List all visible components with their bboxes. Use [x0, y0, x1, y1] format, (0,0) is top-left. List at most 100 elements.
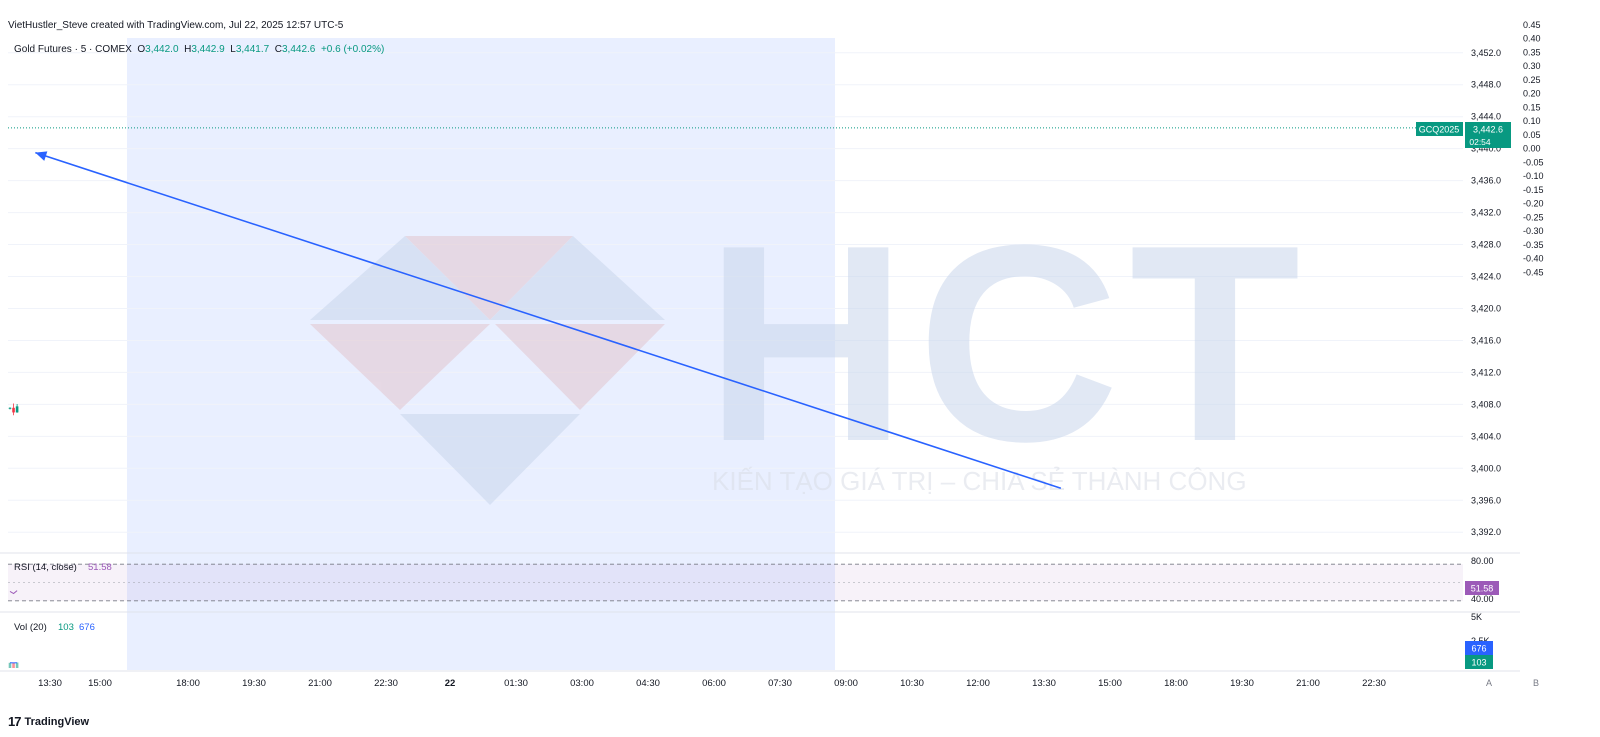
corner-button-b[interactable]: B [1533, 678, 1539, 688]
rsi-line [9, 590, 18, 595]
price-tick-label: 3,396.0 [1471, 495, 1501, 505]
candle-series [8, 403, 19, 416]
rsi-axis-lower: 40.00 [1471, 594, 1494, 604]
ticker-symbol: GCQ2025 [1419, 125, 1460, 135]
ticker-price-bg [1465, 122, 1511, 148]
time-tick-label: 18:00 [176, 678, 200, 689]
percent-tick-label: 0.25 [1523, 75, 1541, 85]
trendline[interactable] [35, 151, 1062, 490]
time-tick-label: 21:00 [1296, 678, 1320, 689]
rsi-value-badge [1465, 581, 1499, 595]
percent-tick-label: 0.10 [1523, 116, 1541, 126]
tradingview-footer[interactable]: 17 TradingView [8, 714, 89, 729]
percent-tick-label: 0.00 [1523, 144, 1541, 154]
percent-tick-label: 0.35 [1523, 47, 1541, 57]
watermark-logo: HCT [705, 188, 1310, 500]
ohlc-close-label: C [274, 44, 282, 55]
percent-tick-label: -0.25 [1523, 212, 1544, 222]
grid [8, 52, 1463, 533]
watermark-diamond-left [310, 236, 490, 320]
price-tick-label: 3,404.0 [1471, 431, 1501, 441]
candle-body [12, 407, 15, 413]
percent-tick-label: 0.40 [1523, 34, 1541, 44]
price-tick-label: 3,412.0 [1471, 367, 1501, 377]
ohlc-change: +0.6 (+0.02%) [320, 44, 385, 55]
price-tick-label: 3,444.0 [1471, 112, 1501, 122]
volume-label: Vol (20) [14, 622, 47, 633]
percent-tick-label: 0.45 [1523, 20, 1541, 30]
watermark-diamond-right [490, 236, 665, 320]
ticker-price: 3,442.6 [1473, 125, 1503, 135]
price-tick-label: 3,420.0 [1471, 303, 1501, 313]
price-tick-label: 3,408.0 [1471, 399, 1501, 409]
volume-ma-badge [1465, 641, 1493, 655]
volume-bars [8, 662, 19, 668]
price-tick-label: 3,428.0 [1471, 240, 1501, 250]
rsi-label: RSI (14, close) [14, 562, 77, 573]
trendline-arrowhead [35, 151, 48, 161]
rsi-axis-upper: 80.00 [1471, 556, 1494, 566]
percent-tick-label: -0.15 [1523, 185, 1544, 195]
time-tick-label: 19:30 [1230, 678, 1254, 689]
time-tick-label: 03:00 [570, 678, 594, 689]
time-tick-label: 04:30 [636, 678, 660, 689]
watermark-slogan: KIẾN TẠO GIÁ TRỊ – CHIA SẺ THÀNH CÔNG [712, 466, 1247, 496]
percent-tick-label: -0.30 [1523, 226, 1544, 236]
percent-axis[interactable]: 0.45 0.40 0.35 0.30 0.25 0.20 0.15 0.10 0.05 0.00… [1523, 20, 1544, 277]
candle-body [8, 407, 12, 409]
time-tick-label: 15:00 [1098, 678, 1122, 689]
volume-bar [15, 662, 19, 668]
ohlc-low: 3,441.7 [235, 44, 270, 55]
ohlc-high-label: H [184, 44, 192, 55]
price-tick-label: 3,448.0 [1471, 80, 1501, 90]
watermark-diamond-top [405, 236, 573, 320]
hct-watermark: HCT KIẾN TẠO GIÁ TRỊ – CHIA SẺ THÀNH CÔN… [310, 188, 1310, 505]
percent-tick-label: -0.20 [1523, 199, 1544, 209]
trendline-arrow[interactable] [35, 151, 1062, 490]
tradingview-brand: TradingView [24, 715, 90, 728]
volume-badge-text: 103 [1471, 658, 1486, 668]
volume-axis-top: 5K [1471, 612, 1482, 622]
percent-tick-label: -0.45 [1523, 267, 1544, 277]
time-tick-label: 07:30 [768, 678, 792, 689]
time-tick-label: 12:00 [966, 678, 990, 689]
time-tick-label: 09:00 [834, 678, 858, 689]
watermark-diamond-bottom-left [310, 324, 490, 410]
percent-tick-label: -0.10 [1523, 171, 1544, 181]
ticker-badge: GCQ2025 3,442.6 02:54 [1416, 122, 1511, 148]
price-tick-label: 3,424.0 [1471, 272, 1501, 282]
percent-tick-label: 0.30 [1523, 61, 1541, 71]
time-tick-label: 22:30 [1362, 678, 1386, 689]
ohlc-open-label: O [137, 44, 146, 55]
symbol-legend[interactable]: Gold Futures · 5 · COMEX O3,442.0 H3,442… [14, 44, 384, 55]
price-axis[interactable]: 3,452.0 3,448.0 3,444.0 3,440.0 3,436.0 3,432… [1471, 48, 1501, 537]
time-tick-label: 13:30 [1032, 678, 1056, 689]
volume-value-1: 103 [58, 622, 74, 633]
price-tick-label: 3,400.0 [1471, 463, 1501, 473]
percent-tick-label: 0.05 [1523, 130, 1541, 140]
ohlc-open: 3,442.0 [145, 44, 179, 55]
watermark-diamond-tail [400, 414, 580, 505]
price-tick-label: 3,432.0 [1471, 208, 1501, 218]
price-tick-label: 3,392.0 [1471, 527, 1501, 537]
time-tick-label: 13:30 [38, 678, 62, 689]
percent-tick-label: -0.35 [1523, 240, 1544, 250]
candle-body [15, 406, 19, 413]
chart-credit: VietHustler_Steve created with TradingVi… [8, 20, 344, 31]
session-highlight [127, 38, 835, 670]
time-tick-label: 15:00 [88, 678, 112, 689]
rsi-band [8, 564, 1463, 601]
volume-bar [8, 662, 12, 668]
rsi-value: 51.58 [88, 562, 112, 573]
tradingview-logo-icon: 17 [8, 714, 22, 729]
ticker-symbol-bg [1416, 122, 1463, 136]
time-tick-label: 10:30 [900, 678, 924, 689]
symbol-name: Gold Futures · 5 · COMEX [14, 44, 132, 55]
time-axis[interactable]: 13:30 15:00 18:00 19:30 21:00 22:30 22 01:30 03:… [38, 678, 1386, 689]
rsi-badge-text: 51.58 [1471, 584, 1494, 594]
corner-button-a[interactable]: A [1486, 678, 1492, 688]
percent-tick-label: -0.40 [1523, 254, 1544, 264]
price-tick-label: 3,452.0 [1471, 48, 1501, 58]
time-tick-label: 19:30 [242, 678, 266, 689]
